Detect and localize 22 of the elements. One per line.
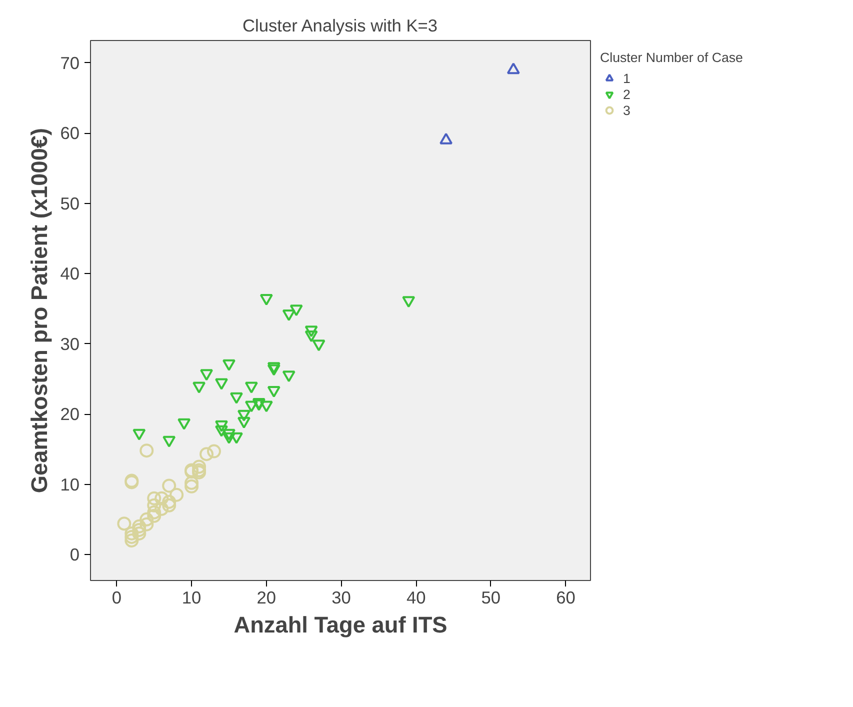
legend-label: 3 [623,102,632,118]
x-tick-label: 30 [332,588,351,608]
legend-label: 1 [623,70,632,86]
y-axis-title: Geamtkosten pro Patient (x1000€) [26,128,52,494]
x-tick-label: 50 [481,588,501,608]
y-tick-label: 50 [60,193,80,214]
x-tick-label: 0 [112,588,122,608]
x-tick-label: 60 [556,588,576,608]
x-tick-label: 20 [256,588,276,608]
chart-title: Cluster Analysis with K=3 [242,16,438,36]
y-tick-label: 60 [60,123,80,144]
y-tick-label: 30 [60,334,80,354]
y-tick-label: 0 [70,544,80,565]
x-tick-label: 40 [406,588,426,608]
y-tick-label: 40 [60,264,80,284]
y-tick-label: 20 [60,404,80,424]
x-axis-title: Anzahl Tage auf ITS [234,612,448,638]
x-tick-label: 10 [182,588,202,608]
y-tick-label: 10 [60,474,80,494]
y-tick-label: 70 [60,52,80,73]
legend-title: Cluster Number of Case [600,50,743,65]
legend-label: 2 [623,86,632,102]
